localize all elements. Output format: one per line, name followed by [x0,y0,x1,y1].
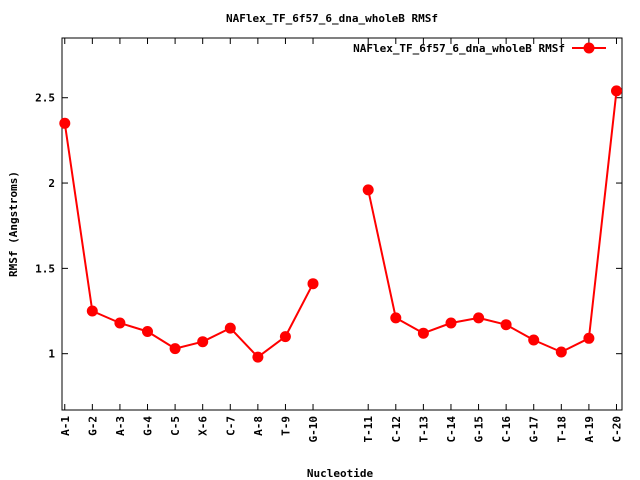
x-tick-label: T-18 [555,416,568,443]
data-point [59,117,71,129]
x-tick-label: C-5 [169,416,182,436]
x-tick-label: C-12 [390,416,403,443]
data-point [583,332,595,344]
x-tick-label: C-14 [445,416,458,443]
series-line [367,90,618,353]
x-tick-label: C-7 [224,416,237,436]
series-line [63,123,314,359]
data-point [224,322,236,334]
data-point [390,312,402,324]
x-tick-label: G-15 [473,416,486,443]
legend-label: NAFlex_TF_6f57_6_dna_wholeB RMSf [353,42,565,55]
data-point [252,351,264,363]
y-tick-label: 2.5 [35,92,55,105]
series-layer [59,85,622,363]
x-tick-label: T-13 [417,416,430,443]
x-tick-label: A-1 [59,416,72,436]
data-point [555,346,567,358]
y-tick-label: 1 [48,348,55,361]
plot-frame [61,37,623,411]
data-point [307,278,319,290]
data-point [86,305,98,317]
y-axis: 1 1.5 2 2.5 [35,92,622,361]
x-axis: A-1 G-2 A-3 G-4 C-5 X-6 C-7 A-8 T-9 G-10 T-11 C-12 T… [59,38,623,443]
y-axis-label: RMSf (Angstroms) [7,171,20,277]
data-point [362,184,374,196]
x-tick-label: C-16 [500,416,513,443]
data-point [114,317,126,329]
y-tick-label: 1.5 [35,262,55,275]
x-tick-label: G-4 [142,416,155,436]
x-tick-label: X-6 [197,416,210,436]
x-tick-label: A-19 [583,416,596,443]
legend: NAFlex_TF_6f57_6_dna_wholeB RMSf [353,42,606,55]
x-tick-label: A-3 [114,416,127,436]
data-point [445,317,457,329]
x-axis-label: Nucleotide [307,467,374,480]
x-tick-label: G-17 [528,416,541,443]
data-point [528,334,540,346]
x-tick-label: A-8 [252,416,265,436]
x-tick-label: T-9 [279,416,292,436]
chart-title: NAFlex_TF_6f57_6_dna_wholeB RMSf [226,12,438,25]
x-tick-label: T-11 [362,416,375,443]
data-point [417,327,429,339]
data-point [169,343,181,355]
x-tick-label: C-20 [610,416,623,443]
data-point [500,319,512,331]
data-point [473,312,485,324]
data-point [611,85,622,97]
data-point [197,336,209,348]
y-tick-label: 2 [48,177,55,190]
legend-marker [583,42,595,54]
x-tick-label: G-2 [86,416,99,436]
data-point [279,331,291,343]
data-point [142,326,153,337]
x-tick-label: G-10 [307,416,320,443]
